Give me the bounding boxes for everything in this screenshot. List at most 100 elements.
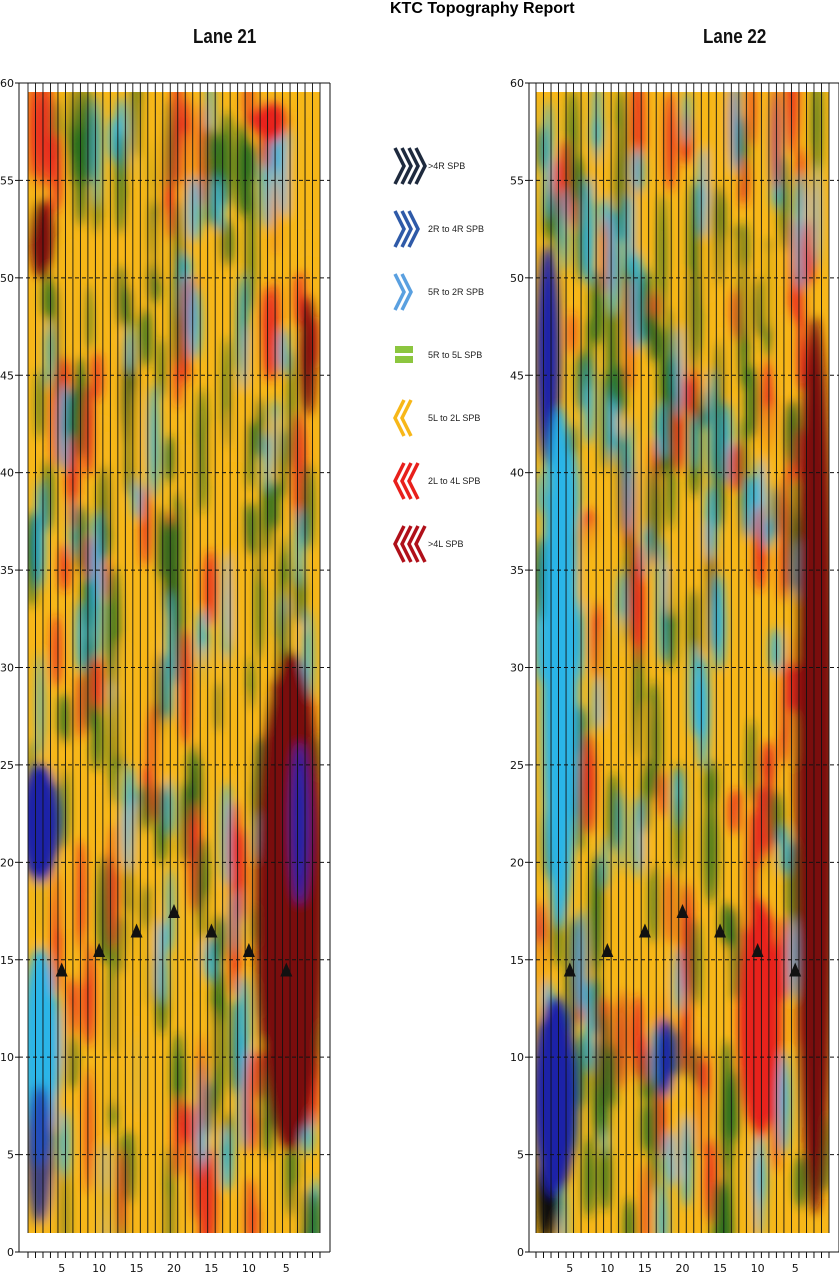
legend-item: 2R to 4R SPB [393,210,484,248]
heat-streak [132,388,143,492]
heat-streak [715,339,724,460]
heat-streak [58,384,71,471]
heat-streak [794,1154,807,1209]
legend-chevron [400,399,413,437]
heat-streak [220,1126,234,1192]
legend-swatch [395,346,413,353]
heat-streak [106,566,120,690]
heat-streak [255,541,263,661]
heat-streak [755,1111,765,1233]
heat-streak [714,92,724,131]
lane-heat-field [536,92,829,1233]
legend-item: 5R to 5L SPB [395,346,482,363]
legend-item: 5R to 2R SPB [393,273,484,311]
lane-21-chart: 0 5 10 15 20 25 30 35 40 45 50 55 60 5 10 15 20 15 10 5 [0,77,331,1275]
heat-streak [158,336,166,400]
heat-streak [606,210,620,316]
y-tick-label: 35 [0,564,14,577]
heat-streak [714,573,725,644]
heat-streak [745,364,758,439]
heat-streak [182,1178,190,1233]
heat-streak [83,637,94,733]
heat-streak [795,317,806,391]
heat-streak [656,1183,668,1233]
heat-streak [664,92,676,193]
heat-streak [238,272,248,390]
heat-streak [99,464,111,563]
y-tick-label: 45 [510,369,524,382]
heat-streak [623,193,636,275]
y-tick-label: 55 [510,174,524,187]
heat-streak [181,130,191,258]
target-arrow [205,923,218,938]
legend-chevron [407,210,420,248]
heat-streak [82,385,95,477]
x-tick-label: 5 [283,1262,290,1275]
heat-streak [618,790,625,873]
heat-streak [90,783,104,842]
legend-item: 2L to 4L SPB [393,462,480,500]
heat-blobs [28,92,320,1233]
heat-streak [28,873,36,929]
heat-streak [109,931,117,1058]
heat-streak [748,92,756,148]
x-tick-label: 5 [58,1262,65,1275]
y-tick-label: 30 [0,662,14,675]
heat-streak [84,92,94,184]
heat-streak [642,1162,650,1233]
y-tick-label: 15 [0,954,14,967]
heat-streak [608,892,619,1001]
heat-streak [101,226,109,303]
heat-streak [133,1011,142,1127]
heat-streak [228,519,241,646]
heat-streak [763,405,773,524]
heat-streak [82,943,96,1047]
heat-region [300,295,316,416]
heat-streak [294,213,306,259]
heat-streak [617,614,626,736]
heat-streak [617,987,626,1091]
heat-streak [302,462,314,550]
heat-streak [553,189,560,255]
y-tick-label: 30 [510,662,524,675]
target-arrow [714,923,727,938]
heat-streak [247,417,255,491]
heat-streak [794,267,807,333]
y-tick-label: 55 [0,174,14,187]
y-tick-label: 10 [510,1051,524,1064]
heat-streak [199,838,206,927]
legend-label: 5L to 2L SPB [428,413,480,423]
heat-streak [648,465,660,561]
heat-streak [730,907,741,1002]
heat-streak [787,840,798,932]
heat-streak [154,212,169,279]
heat-streak [139,306,152,368]
heat-region [738,898,782,1139]
heat-streak [147,260,161,304]
heat-streak [648,680,660,801]
heat-streak [215,131,222,185]
heat-streak [125,286,133,337]
lane-22-title: Lane 22 [703,26,767,48]
legend: >4R SPB 2R to 4R SPB 5R to 2R SPB 5R to 5L … [393,147,484,563]
heat-streak [214,680,223,733]
heat-streak [60,1168,69,1233]
target-arrow [789,962,802,977]
heat-streak [92,96,101,206]
heat-streak [649,1069,659,1195]
heat-streak [139,782,152,833]
heat-streak [115,265,127,328]
heat-streak [599,1140,611,1212]
heat-streak [179,629,193,746]
heat-streak [616,92,627,201]
heat-streak [90,653,104,718]
heat-streak [536,125,544,172]
heat-streak [28,92,36,184]
heat-region [536,996,577,1197]
heat-streak [788,916,797,1001]
heat-streak [696,654,710,769]
heat-streak [85,1068,93,1195]
heat-region [291,743,309,904]
heat-streak [254,396,264,459]
heat-streak [42,273,55,322]
